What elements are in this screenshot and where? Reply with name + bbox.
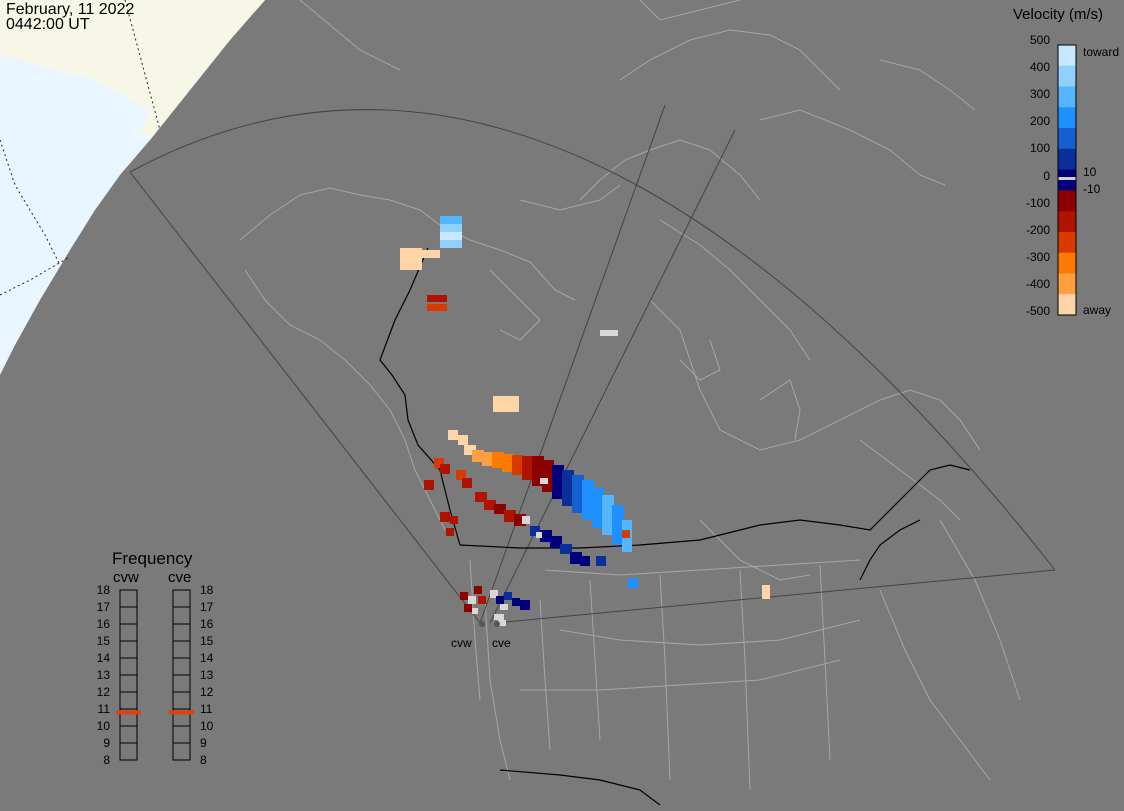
colorbar-segment bbox=[1058, 65, 1076, 88]
frequency-scale-label: 18 bbox=[200, 583, 214, 597]
frequency-gauges bbox=[116, 589, 194, 761]
velocity-tick-label: 300 bbox=[1029, 87, 1050, 102]
frequency-scale-label: 12 bbox=[200, 685, 214, 699]
velocity-tick-label: -200 bbox=[1025, 222, 1050, 237]
colorbar-segment bbox=[1058, 190, 1076, 212]
frequency-marker-cve bbox=[169, 710, 194, 715]
colorbar-segment bbox=[1058, 148, 1076, 171]
velocity-tick-label: -400 bbox=[1025, 276, 1050, 291]
velocity-tick-label: 0 bbox=[1043, 168, 1050, 183]
frequency-scale-label: 14 bbox=[96, 651, 110, 665]
velocity-tick-label: -100 bbox=[1025, 195, 1050, 210]
frequency-scale-label: 11 bbox=[97, 702, 110, 716]
away-label: away bbox=[1083, 303, 1112, 317]
pos-annotation: 10 bbox=[1083, 165, 1097, 179]
graticule-line bbox=[0, 257, 69, 296]
velocity-legend-title: Velocity (m/s) bbox=[1013, 6, 1104, 23]
colorbar-segment bbox=[1058, 294, 1076, 316]
frequency-scale-label: 15 bbox=[96, 634, 110, 648]
frequency-scale-label: 16 bbox=[200, 617, 214, 631]
frequency-scale-label: 10 bbox=[200, 719, 214, 733]
frequency-scale-label: 18 bbox=[96, 583, 110, 597]
frequency-scale-label: 10 bbox=[96, 719, 110, 733]
neg-annotation: -10 bbox=[1083, 182, 1101, 196]
velocity-tick-label: -500 bbox=[1025, 304, 1050, 318]
country-borders bbox=[379, 247, 971, 806]
colorbar-segment bbox=[1058, 107, 1076, 129]
polar-ice-region bbox=[0, 0, 265, 375]
frequency-scale-label: 12 bbox=[96, 685, 110, 699]
frequency-scale-label: 8 bbox=[103, 753, 110, 767]
date-label: February, 11 2022 bbox=[6, 1, 135, 18]
radar-name-cvw: cvw bbox=[113, 569, 139, 586]
velocity-data-cells bbox=[400, 216, 770, 626]
colorbar-segment bbox=[1058, 45, 1076, 67]
frequency-scale-label: 9 bbox=[103, 736, 110, 750]
graticule-line bbox=[0, 139, 61, 266]
frequency-scale-label: 9 bbox=[200, 736, 207, 750]
colorbar-border bbox=[1057, 44, 1077, 316]
frequency-scale-label: 11 bbox=[200, 702, 213, 716]
frequency-scale-label: 13 bbox=[200, 668, 214, 682]
timestamp: February, 11 2022 0442:00 UT bbox=[6, 1, 135, 33]
frequency-title: Frequency bbox=[112, 549, 193, 568]
frequency-scale-label: 16 bbox=[96, 617, 110, 631]
toward-label: toward bbox=[1083, 45, 1120, 59]
site-label-cve: cve bbox=[492, 636, 511, 650]
velocity-tick-label: 200 bbox=[1029, 114, 1050, 129]
frequency-scale-label: 15 bbox=[200, 634, 214, 648]
radar-fov bbox=[129, 104, 1056, 624]
frequency-scale-label: 8 bbox=[200, 753, 207, 767]
radar-site-marker bbox=[479, 621, 485, 627]
frequency-marker-cvw bbox=[116, 710, 141, 715]
frequency-scale-label: 13 bbox=[96, 668, 110, 682]
colorbar-segment bbox=[1058, 273, 1076, 295]
velocity-tick-label: 400 bbox=[1029, 60, 1050, 75]
velocity-tick-label: 100 bbox=[1029, 141, 1050, 156]
colorbar-zero-band bbox=[1058, 177, 1076, 180]
velocity-tick-label: -300 bbox=[1025, 249, 1050, 264]
colorbar-segment bbox=[1058, 169, 1076, 191]
site-label-cvw: cvw bbox=[451, 636, 472, 650]
colorbar-segment bbox=[1058, 231, 1076, 254]
colorbar-segment bbox=[1058, 252, 1076, 274]
radar-site-marker bbox=[494, 621, 500, 627]
colorbar-segment bbox=[1058, 86, 1076, 108]
coastlines bbox=[239, 0, 1021, 791]
velocity-colorbar bbox=[1057, 44, 1077, 316]
time-label: 0442:00 UT bbox=[6, 16, 90, 33]
colorbar-segment bbox=[1058, 128, 1076, 150]
frequency-scale-label: 17 bbox=[96, 600, 110, 614]
radar-name-cve: cve bbox=[168, 569, 192, 586]
frequency-scale-label: 14 bbox=[200, 651, 214, 665]
colorbar-segment bbox=[1058, 211, 1076, 233]
frequency-scale-label: 17 bbox=[200, 600, 214, 614]
daylight-region bbox=[0, 0, 265, 140]
velocity-tick-label: 500 bbox=[1029, 33, 1050, 47]
